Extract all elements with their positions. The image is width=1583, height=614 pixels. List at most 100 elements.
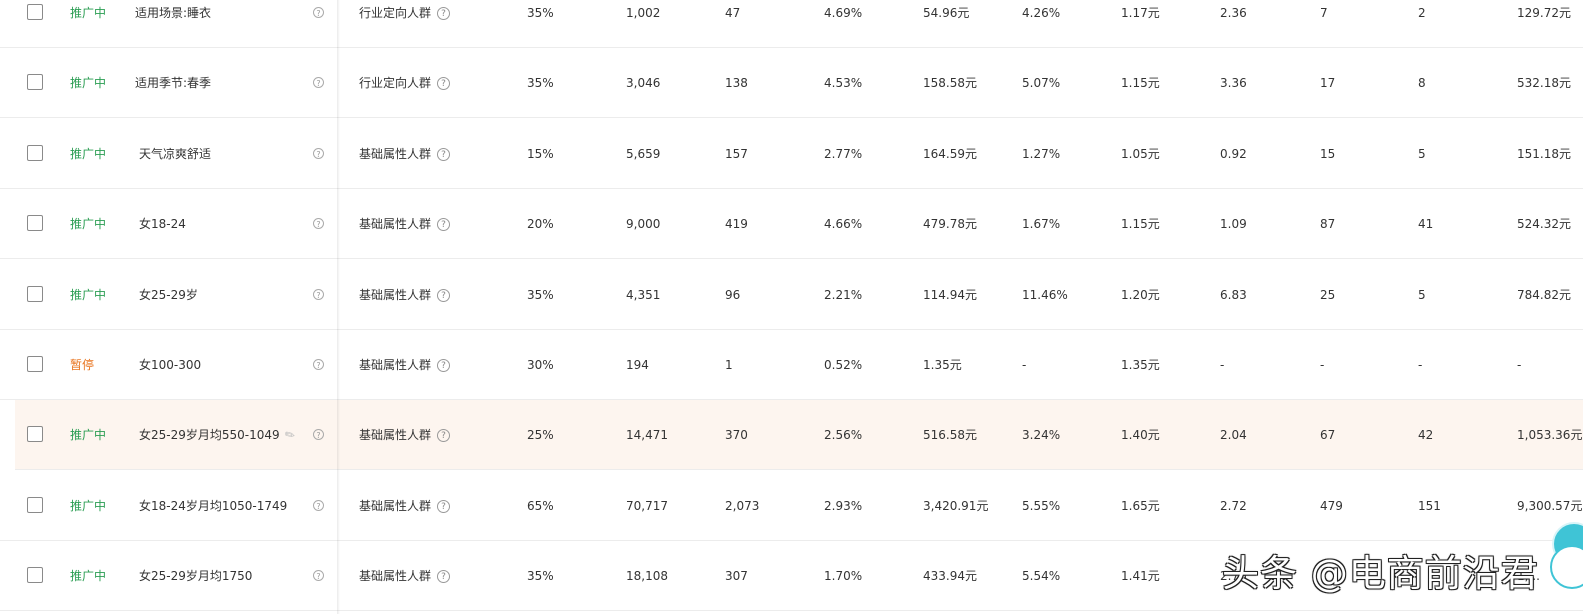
crowd-type: 基础属性人群? [359,471,451,541]
premium-cell: 35% [527,569,554,583]
help-icon[interactable]: ? [313,148,324,159]
premium-cell: 25% [527,428,554,442]
cost-cell: 479.78元 [923,217,977,231]
impressions-cell: 4,351 [626,288,661,302]
crowd-type-help-icon[interactable]: ? [437,358,451,372]
crowd-name-text: 女100-300 [139,358,202,372]
crowd-type-help-icon[interactable]: ? [437,428,451,442]
roi-cell: 0.92 [1220,147,1247,161]
row-checkbox[interactable] [27,145,43,161]
help-icon[interactable]: ? [313,289,324,300]
crowd-type-text: 基础属性人群 [359,499,432,513]
help-icon[interactable]: ? [313,429,324,440]
crowd-type-help-icon[interactable]: ? [437,6,451,20]
roi-cell: 2.04 [1220,428,1247,442]
crowd-type-help-icon[interactable]: ? [437,217,451,231]
ctr-cell: 2.77% [824,147,863,161]
cpc-cell: 1.05元 [1121,147,1160,161]
help-icon[interactable]: ? [313,218,324,229]
crowd-type-text: 基础属性人群 [359,428,432,442]
impressions-cell: 9,000 [626,217,661,231]
row-checkbox[interactable] [27,74,43,90]
crowd-name: 女25-29岁月均550-1049 ✎ [135,400,298,470]
cost-cell: 433.94元 [923,569,977,583]
favorites-cell: 67 [1320,428,1336,442]
crowd-type-help-icon[interactable]: ? [437,76,451,90]
clicks-cell: 307 [725,569,748,583]
status-label: 暂停 [70,358,95,372]
crowd-type-text: 基础属性人群 [359,569,432,583]
row-checkbox[interactable] [27,4,43,20]
impressions-cell: 5,659 [626,147,661,161]
crowd-type-help-icon[interactable]: ? [437,288,451,302]
favorites-cell: - [1320,358,1325,372]
table-row[interactable]: 推广中 女25-29岁? 基础属性人群? 35% 4,351 96 2.21% 114.94元… [0,260,1583,330]
clicks-cell: 138 [725,76,748,90]
amount-cell: 532.18元 [1517,76,1571,90]
ctr-cell: 1.70% [824,569,863,583]
floating-chat-button[interactable] [1550,545,1583,589]
ctr-cell: 2.93% [824,499,863,513]
amount-cell: 129.72元 [1517,6,1571,20]
table-row[interactable]: 推广中 适用季节:春季? 行业定向人群? 35% 3,046 138 4.53% 158.58… [0,48,1583,118]
help-icon[interactable]: ? [313,500,324,511]
crowd-name-text: 女25-29岁 [139,288,198,302]
table-row[interactable]: 推广中 女25-29岁月均550-1049 ✎? 基础属性人群? 25% 14,471 37… [15,400,1583,470]
help-icon[interactable]: ? [313,77,324,88]
row-checkbox[interactable] [27,215,43,231]
impressions-cell: 18,108 [626,569,668,583]
table-row[interactable]: 推广中 适用场景:睡衣? 行业定向人群? 35% 1,002 47 4.69% 54.96元 4… [0,0,1583,48]
crowd-type-text: 基础属性人群 [359,217,432,231]
crowd-name-text: 女25-29岁月均550-1049 [139,428,280,442]
cpc-cell: 1.65元 [1121,499,1160,513]
crowd-type-text: 基础属性人群 [359,147,432,161]
crowd-name-text: 女25-29岁月均1750 [139,569,253,583]
cart-adds-cell: 5 [1418,288,1426,302]
cost-cell: 54.96元 [923,6,970,20]
conversion-rate-cell: 11.46% [1022,288,1068,302]
ctr-cell: 4.53% [824,76,863,90]
amount-cell: 1,053.36元 [1517,428,1583,442]
premium-cell: 30% [527,358,554,372]
ctr-cell: 0.52% [824,358,863,372]
help-icon[interactable]: ? [313,570,324,581]
crowd-type-help-icon[interactable]: ? [437,569,451,583]
impressions-cell: 14,471 [626,428,668,442]
status-label: 推广中 [70,6,107,20]
crowd-type: 基础属性人群? [359,119,451,189]
amount-cell: 524.32元 [1517,217,1571,231]
table-row[interactable]: 推广中 女25-29岁月均1750? 基础属性人群? 35% 18,108 307 1.70… [0,541,1583,611]
crowd-type-help-icon[interactable]: ? [437,499,451,513]
table-row[interactable]: 推广中 女18-24? 基础属性人群? 20% 9,000 419 4.66% 479.78元… [0,189,1583,259]
cpc-cell: 1.35元 [1121,358,1160,372]
crowd-name-text: 天气凉爽舒适 [139,147,212,161]
conversion-rate-cell: 5.54% [1022,569,1061,583]
row-checkbox[interactable] [27,497,43,513]
cpc-cell: 1.41元 [1121,569,1160,583]
row-checkbox[interactable] [27,286,43,302]
crowd-type: 基础属性人群? [359,400,451,470]
row-checkbox[interactable] [27,426,43,442]
crowd-type-text: 基础属性人群 [359,288,432,302]
crowd-name-text: 女18-24岁月均1050-1749 [139,499,288,513]
premium-cell: 35% [527,288,554,302]
cpc-cell: 1.15元 [1121,76,1160,90]
cost-cell: 158.58元 [923,76,977,90]
table-row[interactable]: 推广中 天气凉爽舒适? 基础属性人群? 15% 5,659 157 2.77% 164.59元… [0,119,1583,189]
help-icon[interactable]: ? [313,359,324,370]
clicks-cell: 2,073 [725,499,760,513]
table-row[interactable]: 暂停 女100-300? 基础属性人群? 30% 194 1 0.52% 1.35元 -1.35… [0,330,1583,400]
help-icon[interactable]: ? [313,7,324,18]
row-checkbox[interactable] [27,567,43,583]
impressions-cell: 70,717 [626,499,668,513]
crowd-name: 女25-29岁月均1750 [135,541,252,611]
table-row[interactable]: 推广中 女18-24岁月均1050-1749? 基础属性人群? 65% 70,717 2,… [0,471,1583,541]
status-label: 推广中 [70,569,107,583]
favorites-cell: 7 [1320,6,1328,20]
amount-cell: 9,300.57元 [1517,499,1583,513]
row-checkbox[interactable] [27,356,43,372]
crowd-type-help-icon[interactable]: ? [437,147,451,161]
crowd-name: 适用季节:春季 [135,48,211,118]
crowd-type-text: 行业定向人群 [359,76,432,90]
premium-cell: 20% [527,217,554,231]
